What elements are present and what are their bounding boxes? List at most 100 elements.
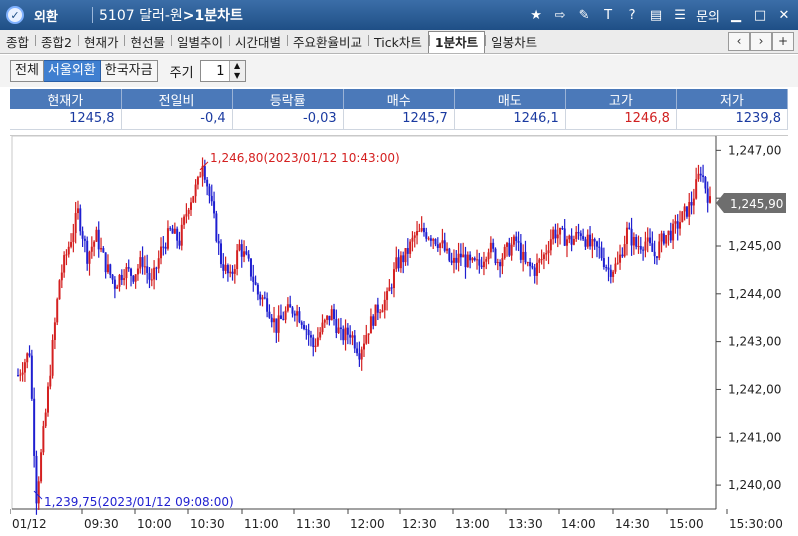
high-marker-arrow [199,161,209,171]
candle-body [605,267,608,269]
candle-body [669,230,672,241]
value-change: -0,4 [121,109,233,130]
tab-next-button[interactable]: › [750,32,772,51]
candle-body [552,229,555,240]
print-icon[interactable]: ▤ [649,7,663,23]
candle-body [106,264,109,273]
tab-add-button[interactable]: + [772,32,794,51]
candle-body [665,235,668,244]
y-tick-label: 1,240,00 [728,478,781,492]
app-logo-icon: ✓ [0,0,30,30]
period-stepper[interactable]: 1 ▲ ▼ [199,60,246,82]
candle-body [406,248,409,254]
candle-body [79,208,82,232]
candle-body [28,353,31,356]
value-low: 1239,8 [676,109,789,130]
candle-body [489,242,492,253]
candle-body [337,327,340,333]
tab-spot-futures[interactable]: 현선물 [124,32,171,51]
help-icon[interactable]: ? [628,7,636,23]
candle-body [72,233,75,243]
tab-fx-compare[interactable]: 주요환율비교 [287,32,368,51]
header-bid: 매수 [343,89,455,109]
tab-navigation: ‹ › + [728,32,794,51]
candle-body [399,255,402,269]
header-change-rate: 등락률 [232,89,344,109]
candle-body [383,299,386,311]
pin-icon[interactable]: ✎ [578,7,590,23]
tab-tick-chart[interactable]: Tick차트 [368,32,428,51]
inquiry-button[interactable]: 문의 [696,9,720,25]
candle-body [284,310,287,320]
candle-body [196,177,199,185]
candle-body [314,345,317,347]
candle-body [418,230,421,232]
star-icon[interactable]: ★ [530,7,542,23]
candle-body [30,355,33,399]
tab-overview[interactable]: 종합 [6,35,30,50]
candle-body [702,175,705,178]
candle-body [413,235,416,238]
maximize-icon[interactable]: □ [753,7,767,23]
candle-body [86,240,89,264]
tab-1min-chart[interactable]: 1분차트 [427,30,486,53]
candle-body [411,237,414,242]
minimize-icon[interactable]: ▁ [731,7,741,23]
filter-all-button[interactable]: 전체 [10,60,44,82]
candle-body [231,271,234,274]
tab-overview2[interactable]: 종합2 [35,32,78,51]
candle-body [473,258,476,261]
candle-body [208,186,211,196]
candle-body [81,231,84,239]
candle-body [549,239,552,251]
candle-body [526,262,529,264]
candle-body [236,250,239,270]
list-icon[interactable]: ☰ [674,7,686,23]
candle-body [492,242,495,249]
x-tick-label: 13:00 [455,517,490,531]
candle-body [584,239,587,247]
candle-body [206,179,209,187]
candle-body [616,262,619,264]
candle-body [450,260,453,263]
candle-body [187,209,190,214]
tab-by-time[interactable]: 시간대별 [229,32,287,51]
low-annotation: 1,239,75(2023/01/12 09:08:00) [44,495,234,509]
value-bid: 1245,7 [343,109,455,130]
candle-body [397,257,400,269]
candle-body [457,253,460,263]
candle-body [538,259,541,263]
spin-arrows-icon[interactable]: ▲ ▼ [228,61,245,81]
candle-body [363,343,365,350]
candle-body [367,333,370,335]
x-tick-label: 11:30 [296,517,331,531]
filter-korea-money-button[interactable]: 한국자금 [100,60,158,82]
candle-body [679,222,682,229]
x-tick-label: 01/12 [12,517,47,531]
tab-current-price[interactable]: 현재가 [77,32,125,51]
candle-body [164,246,167,249]
tab-daily-chart[interactable]: 일봉차트 [485,32,543,51]
candle-body [547,250,550,254]
candle-body [303,324,306,329]
value-ask: 1246,1 [454,109,566,130]
chart-toolbar: 전체 서울외환 한국자금 주기 1 ▲ ▼ [0,55,798,87]
candle-body [104,252,107,273]
candle-body [162,246,165,248]
candle-body [49,375,52,387]
screen-arrow: > [182,8,195,24]
tab-daily-trend[interactable]: 일별추이 [171,32,229,51]
candle-body [476,259,479,261]
price-chart[interactable]: 1,247,001,246,001,245,001,244,001,243,00… [9,135,788,536]
period-value[interactable]: 1 [216,63,225,79]
header-high: 고가 [565,89,677,109]
link-icon[interactable]: ⇨ [554,7,566,23]
candle-body [330,309,333,321]
tab-prev-button[interactable]: ‹ [728,32,750,51]
chart-svg[interactable]: 1,247,001,246,001,245,001,244,001,243,00… [9,135,788,536]
candle-body [517,241,520,243]
font-icon[interactable]: T [604,7,613,23]
filter-seoul-fx-button[interactable]: 서울외환 [43,60,101,82]
candle-body [286,304,289,311]
close-icon[interactable]: ✕ [778,7,790,23]
